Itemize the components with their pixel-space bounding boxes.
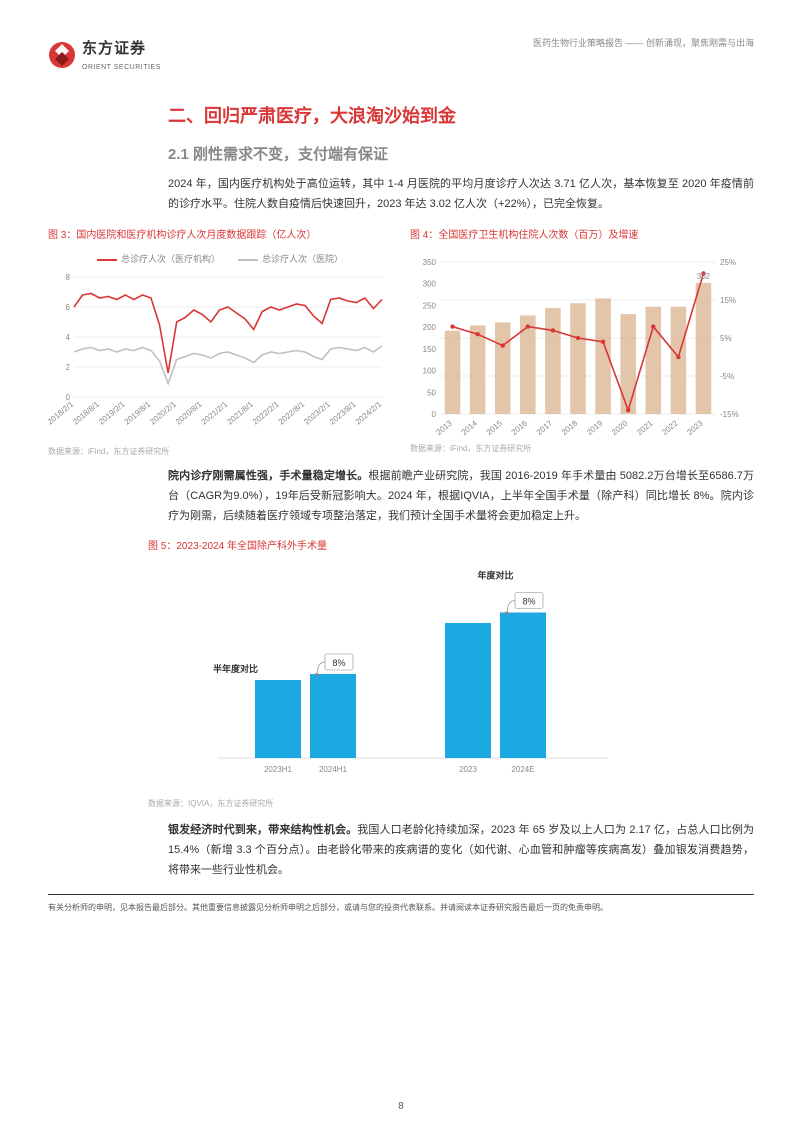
chart-3: 图 3：国内医院和医疗机构诊疗人次月度数据跟踪（亿人次） 总诊疗人次（医疗机构）… <box>48 227 392 459</box>
svg-text:2019: 2019 <box>585 418 605 437</box>
svg-text:2022/8/1: 2022/8/1 <box>277 400 307 427</box>
svg-text:2020/8/1: 2020/8/1 <box>174 400 204 427</box>
section-heading-1: 二、回归严肃医疗，大浪淘沙始到金 <box>168 101 754 132</box>
svg-text:2023/2/1: 2023/2/1 <box>302 400 332 427</box>
chart-4-plot: 0 50 100 150 200 250 300 350 -15% -5% 5% 15% 25% 2013… <box>410 252 754 438</box>
charts-row-1: 图 3：国内医院和医疗机构诊疗人次月度数据跟踪（亿人次） 总诊疗人次（医疗机构）… <box>48 227 754 459</box>
paragraph-2: 院内诊疗刚需属性强，手术量稳定增长。根据前瞻产业研究院，我国 2016-2019… <box>168 467 754 526</box>
chart-5-source: 数据来源：IQVIA，东方证券研究所 <box>148 797 754 811</box>
legend-item-2: 总诊疗人次（医院） <box>238 252 343 267</box>
footer-disclaimer: 有关分析师的申明，见本报告最后部分。其他重要信息披露见分析师申明之后部分，或请与… <box>48 901 754 915</box>
svg-text:2020: 2020 <box>610 418 630 437</box>
svg-text:150: 150 <box>423 345 437 354</box>
svg-text:2021/2/1: 2021/2/1 <box>200 400 230 427</box>
chart-4-title: 图 4：全国医疗卫生机构住院人次数（百万）及增速 <box>410 227 754 246</box>
logo-icon <box>48 41 76 69</box>
svg-text:2023: 2023 <box>685 418 705 437</box>
legend-item-1: 总诊疗人次（医疗机构） <box>97 252 220 267</box>
svg-text:100: 100 <box>423 367 437 376</box>
svg-text:2023H1: 2023H1 <box>264 765 293 774</box>
svg-text:2017: 2017 <box>535 418 555 437</box>
svg-text:350: 350 <box>423 258 437 267</box>
svg-text:2019/8/1: 2019/8/1 <box>123 400 153 427</box>
logo-text-en: ORIENT SECURITIES <box>82 62 161 74</box>
svg-text:半年度对比: 半年度对比 <box>213 663 258 674</box>
svg-text:-5%: -5% <box>720 372 734 381</box>
logo-text: 东方证券 ORIENT SECURITIES <box>82 36 161 73</box>
svg-text:15%: 15% <box>720 296 736 305</box>
svg-text:250: 250 <box>423 302 437 311</box>
svg-text:2013: 2013 <box>434 418 454 437</box>
svg-text:2020/2/1: 2020/2/1 <box>148 400 178 427</box>
svg-text:2024/2/1: 2024/2/1 <box>354 400 384 427</box>
svg-text:300: 300 <box>423 280 437 289</box>
page-header: 东方证券 ORIENT SECURITIES 医药生物行业策略报告 —— 创新涌… <box>48 36 754 73</box>
svg-text:2022: 2022 <box>660 418 680 437</box>
svg-text:2016: 2016 <box>510 418 530 437</box>
svg-text:2018: 2018 <box>560 418 580 437</box>
svg-text:2021: 2021 <box>635 418 655 437</box>
svg-text:2023/8/1: 2023/8/1 <box>328 400 358 427</box>
chart-5-plot: 2023H1 2024H1 2023 2024E 半年度对比 年度对比 8% 8% <box>148 563 754 793</box>
svg-text:25%: 25% <box>720 258 736 267</box>
svg-text:2023: 2023 <box>459 765 477 774</box>
header-subtitle: 医药生物行业策略报告 —— 创新涌现，聚焦刚需与出海 <box>533 36 754 51</box>
chart-3-legend: 总诊疗人次（医疗机构） 总诊疗人次（医院） <box>48 252 392 267</box>
chart-3-source: 数据来源：iFind，东方证券研究所 <box>48 445 392 459</box>
svg-text:302: 302 <box>697 272 711 281</box>
chart-4: 图 4：全国医疗卫生机构住院人次数（百万）及增速 0 50 100 150 200 250… <box>410 227 754 459</box>
section-heading-2: 2.1 刚性需求不变，支付端有保证 <box>168 142 754 168</box>
svg-text:2018/8/1: 2018/8/1 <box>71 400 101 427</box>
paragraph-3: 银发经济时代到来，带来结构性机会。我国人口老龄化持续加深，2023 年 65 岁… <box>168 821 754 880</box>
svg-text:8: 8 <box>66 273 71 282</box>
svg-text:2015: 2015 <box>485 418 505 437</box>
logo-block: 东方证券 ORIENT SECURITIES <box>48 36 161 73</box>
chart-5: 图 5：2023-2024 年全国除产科外手术量 2023H12024H1202… <box>148 538 754 811</box>
svg-text:2019/2/1: 2019/2/1 <box>97 400 127 427</box>
chart-3-plot: 024682018/2/12018/8/12019/2/12019/8/1202… <box>48 271 392 441</box>
svg-text:8%: 8% <box>332 658 345 668</box>
svg-text:5%: 5% <box>720 334 732 343</box>
svg-text:4: 4 <box>66 333 71 342</box>
chart-5-title: 图 5：2023-2024 年全国除产科外手术量 <box>148 538 754 557</box>
chart-4-source: 数据来源：iFind，东方证券研究所 <box>410 442 754 456</box>
chart-3-title: 图 3：国内医院和医疗机构诊疗人次月度数据跟踪（亿人次） <box>48 227 392 246</box>
main-content: 二、回归严肃医疗，大浪淘沙始到金 2.1 刚性需求不变，支付端有保证 2024 … <box>168 101 754 880</box>
svg-text:2014: 2014 <box>460 418 480 437</box>
svg-text:0: 0 <box>432 410 437 419</box>
svg-text:2022/2/1: 2022/2/1 <box>251 400 281 427</box>
paragraph-1: 2024 年，国内医疗机构处于高位运转，其中 1-4 月医院的平均月度诊疗人次达… <box>168 175 754 215</box>
svg-text:200: 200 <box>423 323 437 332</box>
footer: 有关分析师的申明，见本报告最后部分。其他重要信息披露见分析师申明之后部分，或请与… <box>48 894 754 915</box>
svg-text:2024E: 2024E <box>511 765 534 774</box>
svg-text:2021/8/1: 2021/8/1 <box>225 400 255 427</box>
svg-text:2018/2/1: 2018/2/1 <box>48 400 76 427</box>
svg-text:-15%: -15% <box>720 410 739 419</box>
svg-text:50: 50 <box>427 388 436 397</box>
page-number: 8 <box>398 1098 404 1115</box>
logo-text-cn: 东方证券 <box>82 36 161 62</box>
svg-text:8%: 8% <box>522 597 535 607</box>
svg-text:年度对比: 年度对比 <box>477 570 513 581</box>
svg-text:2: 2 <box>66 363 71 372</box>
svg-text:2024H1: 2024H1 <box>319 765 348 774</box>
svg-text:6: 6 <box>66 303 71 312</box>
